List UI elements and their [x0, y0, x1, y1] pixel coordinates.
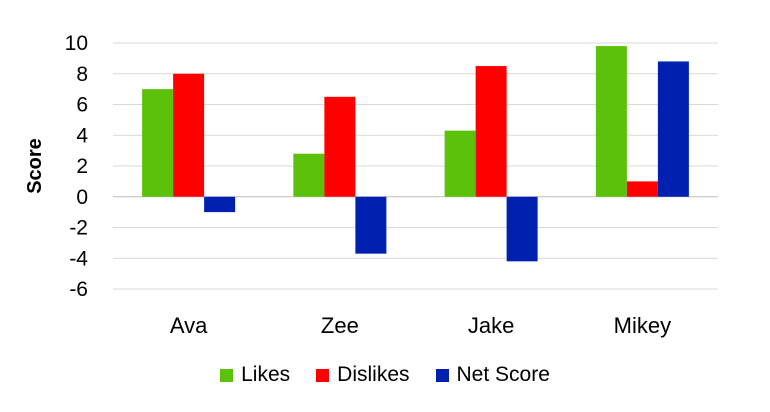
legend-swatch-net-score: [435, 368, 449, 382]
bar-dislikes-ava: [173, 73, 205, 197]
legend-item-net-score: Net Score: [435, 363, 550, 387]
bar-likes-zee: [293, 153, 325, 197]
bar-net-score-jake: [506, 196, 538, 262]
legend: Likes Dislikes Net Score: [0, 363, 770, 387]
bar-net-score-zee: [355, 196, 387, 254]
y-tick-label: -4: [69, 247, 88, 270]
bars: [142, 46, 689, 262]
y-tick-label: 10: [65, 32, 88, 55]
y-tick-label: -6: [69, 278, 88, 301]
legend-item-likes: Likes: [220, 363, 290, 387]
legend-item-dislikes: Dislikes: [316, 363, 410, 387]
category-labels: Ava Zee Jake Mikey: [170, 313, 671, 338]
legend-label-likes: Likes: [241, 363, 291, 386]
category-label: Jake: [468, 313, 514, 338]
bar-net-score-mikey: [657, 61, 689, 197]
bar-dislikes-mikey: [626, 181, 658, 197]
bar-likes-jake: [444, 130, 476, 197]
y-axis-label: Score: [24, 138, 46, 194]
legend-swatch-dislikes: [316, 368, 330, 382]
y-tick-label: 8: [76, 63, 88, 86]
legend-label-dislikes: Dislikes: [337, 363, 410, 386]
bar-chart: 10 8 6 4 2 0 -2 -4 -6 Ava Zee Jake Mikey Score: [24, 32, 718, 338]
y-tick-label: 4: [76, 124, 88, 147]
bar-likes-ava: [142, 89, 174, 197]
bar-likes-mikey: [595, 46, 627, 197]
bar-dislikes-zee: [324, 96, 356, 197]
category-label: Ava: [170, 313, 208, 338]
category-label: Mikey: [614, 313, 671, 338]
y-tick-label: 2: [76, 155, 88, 178]
y-axis-ticks: 10 8 6 4 2 0 -2 -4 -6: [65, 32, 89, 301]
category-label: Zee: [321, 313, 359, 338]
y-tick-label: 0: [76, 186, 88, 209]
bar-net-score-ava: [204, 196, 236, 213]
legend-swatch-likes: [220, 368, 234, 382]
bar-dislikes-jake: [475, 66, 507, 197]
legend-label-net-score: Net Score: [456, 363, 550, 386]
y-tick-label: 6: [76, 94, 88, 117]
y-tick-label: -2: [69, 217, 88, 240]
